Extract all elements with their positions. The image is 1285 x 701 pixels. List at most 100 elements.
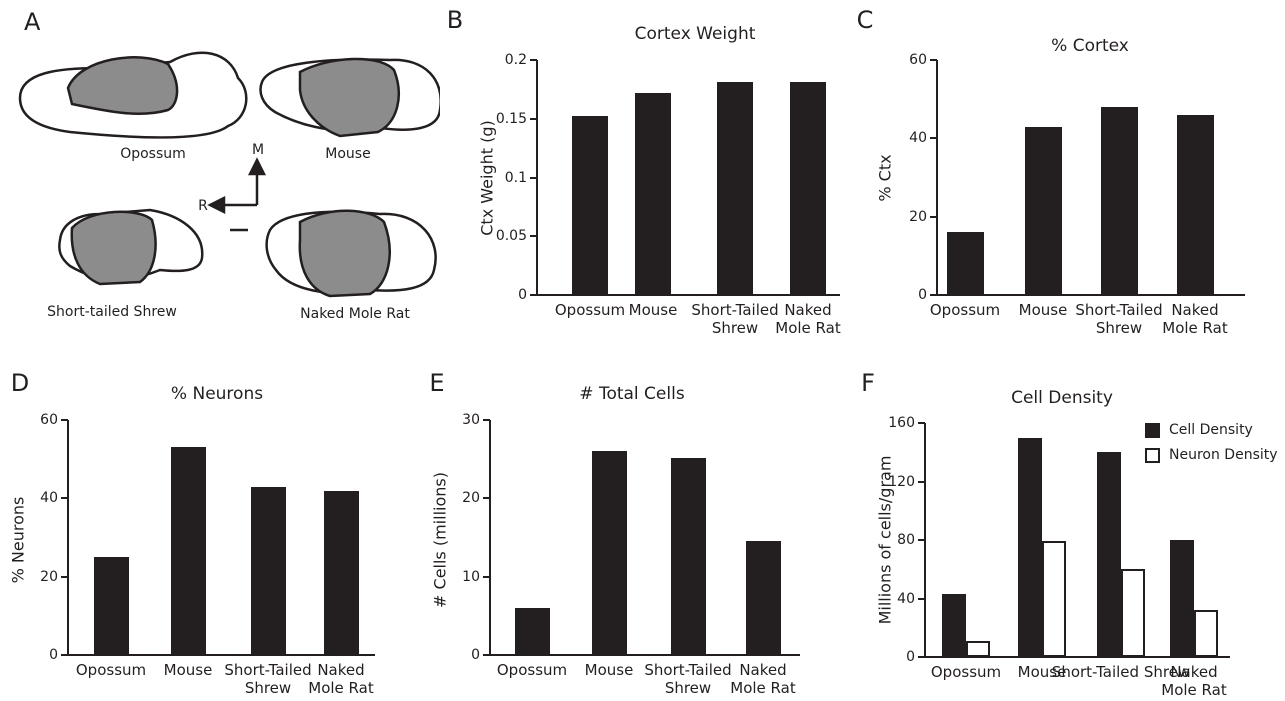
y-tick bbox=[930, 216, 937, 218]
bar bbox=[1177, 115, 1214, 295]
y-tick bbox=[530, 118, 537, 120]
panel-letter: F bbox=[861, 369, 875, 397]
brain-label: Short-tailed Shrew bbox=[47, 304, 177, 320]
y-tick-label: 0.15 bbox=[496, 111, 527, 127]
panel-letter: D bbox=[11, 369, 29, 397]
panel-letter: C bbox=[857, 6, 874, 34]
y-tick bbox=[918, 598, 925, 600]
bar bbox=[171, 447, 206, 655]
x-tick-label: Naked Mole Rat bbox=[1161, 663, 1226, 699]
y-tick-label: 40 bbox=[909, 130, 927, 146]
y-tick bbox=[61, 654, 68, 656]
bar bbox=[966, 641, 990, 657]
bar bbox=[1018, 438, 1042, 657]
x-tick-label: Mouse bbox=[585, 661, 634, 679]
y-tick-label: 60 bbox=[909, 52, 927, 68]
y-tick-label: 0.05 bbox=[496, 228, 527, 244]
bar bbox=[635, 93, 671, 295]
x-tick-label: Opossum bbox=[497, 661, 567, 679]
y-tick bbox=[61, 576, 68, 578]
x-tick-label: Opossum bbox=[555, 301, 625, 319]
y-tick bbox=[930, 294, 937, 296]
y-tick-label: 0 bbox=[518, 287, 527, 303]
legend-label: Neuron Density bbox=[1169, 447, 1278, 463]
y-tick-label: 0 bbox=[471, 647, 480, 663]
panel-letter: A bbox=[24, 8, 41, 36]
y-tick-label: 40 bbox=[897, 591, 915, 607]
bar bbox=[717, 82, 753, 295]
bar bbox=[942, 594, 966, 657]
brain-label: Naked Mole Rat bbox=[300, 306, 410, 322]
y-axis-label: # Cells (millions) bbox=[431, 472, 450, 608]
y-tick-label: 0 bbox=[906, 649, 915, 665]
y-tick bbox=[530, 177, 537, 179]
orientation-arrows bbox=[210, 160, 264, 230]
shrew-brain bbox=[59, 210, 202, 284]
x-tick-label: Short-Tailed Shrew bbox=[224, 661, 311, 697]
bar bbox=[592, 451, 627, 655]
legend-swatch bbox=[1145, 448, 1160, 463]
y-tick-label: 160 bbox=[888, 415, 915, 431]
y-axis bbox=[489, 420, 491, 655]
bar bbox=[746, 541, 781, 655]
brain-label: Mouse bbox=[325, 146, 370, 162]
y-tick bbox=[483, 497, 490, 499]
y-tick bbox=[61, 497, 68, 499]
y-axis-label: % Ctx bbox=[876, 154, 895, 201]
x-tick-label: Mouse bbox=[1019, 301, 1068, 319]
y-tick-label: 20 bbox=[40, 569, 58, 585]
x-tick-label: Opossum bbox=[931, 663, 1001, 681]
y-tick bbox=[483, 576, 490, 578]
y-tick bbox=[918, 422, 925, 424]
y-tick-label: 0.2 bbox=[505, 52, 527, 68]
y-tick-label: 0 bbox=[49, 647, 58, 663]
y-tick-label: 20 bbox=[462, 490, 480, 506]
y-tick bbox=[530, 235, 537, 237]
chart-title: % Cortex bbox=[1051, 36, 1129, 56]
axis-label: M bbox=[252, 142, 264, 158]
bar bbox=[1170, 540, 1194, 657]
legend-swatch bbox=[1145, 423, 1160, 438]
bar bbox=[1025, 127, 1062, 295]
y-axis bbox=[67, 420, 69, 655]
mole-rat-brain bbox=[267, 211, 436, 296]
y-tick-label: 120 bbox=[888, 474, 915, 490]
y-tick bbox=[918, 481, 925, 483]
bar bbox=[94, 557, 129, 655]
brain-diagram: A Opossum Mouse Short-tailed Shrew Naked… bbox=[0, 0, 440, 330]
x-tick-label: Mouse bbox=[629, 301, 678, 319]
y-tick-label: 40 bbox=[40, 490, 58, 506]
y-tick-label: 10 bbox=[462, 569, 480, 585]
y-tick bbox=[918, 656, 925, 658]
mouse-brain bbox=[261, 59, 440, 136]
x-tick-label: Naked Mole Rat bbox=[775, 301, 840, 337]
bar bbox=[515, 608, 550, 655]
x-tick-label: Opossum bbox=[76, 661, 146, 679]
y-tick bbox=[61, 419, 68, 421]
opossum-brain bbox=[20, 53, 246, 138]
legend-label: Cell Density bbox=[1169, 422, 1253, 438]
y-tick bbox=[483, 654, 490, 656]
x-tick-label: Short-Tailed Shrew bbox=[691, 301, 778, 337]
y-tick-label: 0.1 bbox=[505, 170, 527, 186]
x-tick-label: Opossum bbox=[930, 301, 1000, 319]
y-tick-label: 20 bbox=[909, 209, 927, 225]
y-tick-label: 0 bbox=[918, 287, 927, 303]
y-tick-label: 30 bbox=[462, 412, 480, 428]
y-axis-label: Ctx Weight (g) bbox=[478, 120, 497, 235]
bar bbox=[671, 458, 706, 655]
y-tick bbox=[483, 419, 490, 421]
y-tick bbox=[918, 539, 925, 541]
x-tick-label: Naked Mole Rat bbox=[308, 661, 373, 697]
chart-title: # Total Cells bbox=[579, 384, 684, 404]
chart-title: Cell Density bbox=[1011, 388, 1113, 408]
chart-title: Cortex Weight bbox=[635, 24, 756, 44]
x-tick-label: Short-Tailed Shrew bbox=[644, 661, 731, 697]
bar bbox=[1101, 107, 1138, 295]
brain-label: Opossum bbox=[120, 146, 186, 162]
axis-label: R bbox=[198, 198, 208, 214]
y-axis-label: % Neurons bbox=[9, 497, 28, 584]
y-tick-label: 80 bbox=[897, 532, 915, 548]
y-axis bbox=[936, 60, 938, 295]
figure: A Opossum Mouse Short-tailed Shrew Naked… bbox=[0, 0, 1285, 701]
